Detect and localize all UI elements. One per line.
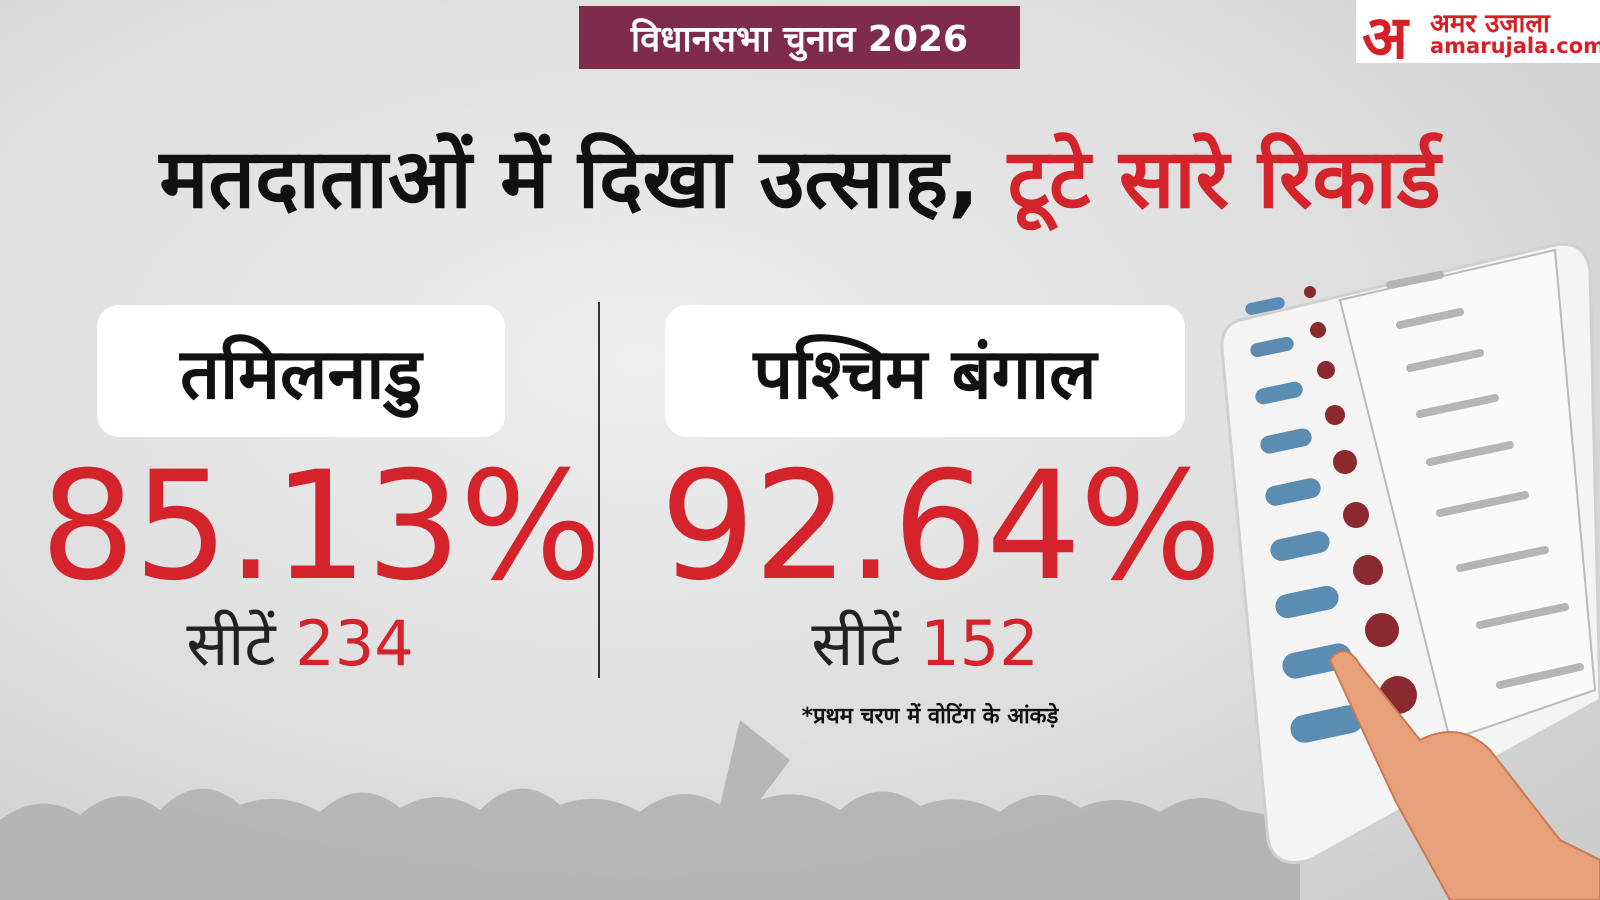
logo-name: अमर उजाला [1430,9,1550,39]
state-name: पश्चिम बंगाल [665,305,1185,437]
turnout: 92.64% [660,440,1222,614]
logo-mark: अ [1362,3,1408,73]
headline-part: मतदाताओं में दिखा उत्साह, [159,132,980,227]
seats-value: 234 [295,607,414,680]
logo-url: amarujala.com [1430,34,1600,58]
headline: मतदाताओं में दिखा उत्साह, टूटे सारे रिका… [0,120,1600,232]
seats-label: सीटें [186,607,276,680]
badge: विधानसभा चुनाव 2026 [579,6,1020,69]
seats-label: सीटें [811,607,901,680]
footnote: *प्रथम चरण में वोटिंग के आंकड़े [801,704,1059,729]
logo: अ अमर उजाला amarujala.com [1356,0,1600,73]
state-name: तमिलनाडु [97,305,505,437]
crowd-silhouette [0,720,1300,900]
divider [598,302,600,678]
headline-highlight: टूटे सारे रिकार्ड [1007,132,1441,227]
seats-line: सीटें 152 [660,600,1190,684]
seats-value: 152 [920,607,1039,680]
seats-line: सीटें 234 [40,600,560,684]
turnout: 85.13% [40,440,602,614]
evm-machine [1220,242,1600,864]
hand [1328,650,1600,900]
